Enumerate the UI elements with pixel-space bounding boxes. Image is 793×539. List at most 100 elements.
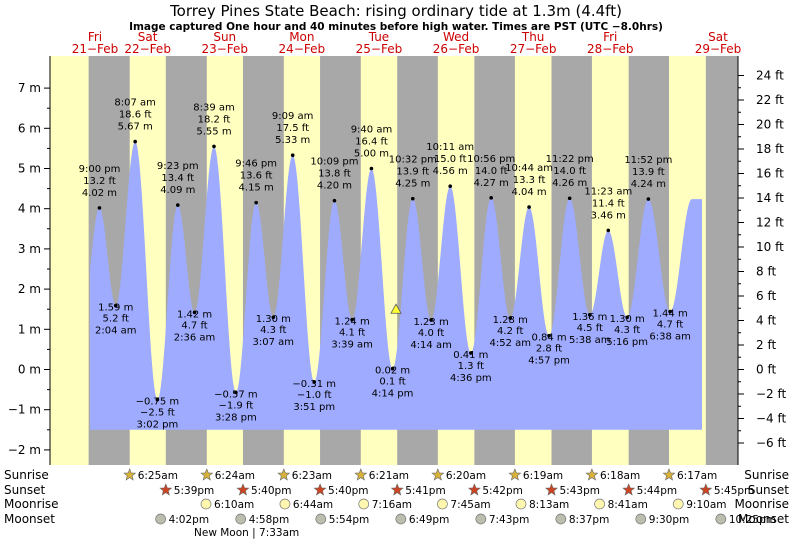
extreme-time: 2:04 am <box>95 326 137 337</box>
right-tick-label: 24 ft <box>756 69 784 83</box>
moonset-icon <box>395 513 407 525</box>
extreme-feet: 17.5 ft <box>276 123 309 134</box>
sunrise-time: 6:25am <box>138 470 178 482</box>
day-name: Mon <box>289 30 314 44</box>
extreme-time: 3:07 am <box>253 337 295 348</box>
moonset-icon <box>235 513 247 525</box>
chart-subtitle: Image captured One hour and 40 minutes b… <box>129 21 663 33</box>
row-label-left: Moonset <box>4 512 55 526</box>
extreme-point <box>350 317 354 322</box>
moonrise-time: 8:13am <box>529 499 569 511</box>
tide-curve <box>90 141 702 430</box>
sunset-time: 5:42pm <box>482 485 522 497</box>
extreme-time: 10:11 am <box>426 142 474 153</box>
extreme-point <box>668 309 672 314</box>
moonrise-time: 9:10am <box>686 499 726 511</box>
extreme-point <box>332 198 337 203</box>
right-tick-label: 12 ft <box>756 216 784 230</box>
sunset-icon <box>545 483 558 496</box>
sunrise-time: 6:18am <box>600 470 640 482</box>
sunset-time: 5:39pm <box>174 485 214 497</box>
row-label-left: Sunset <box>4 483 45 497</box>
extreme-feet: 5.2 ft <box>103 314 129 325</box>
extreme-feet: −1.9 ft <box>219 400 254 411</box>
extreme-time: 4:52 am <box>489 338 531 349</box>
extreme-feet: 13.9 ft <box>632 167 665 178</box>
extreme-metres: −0.31 m <box>292 379 336 390</box>
extreme-time: 5:38 am <box>569 335 611 346</box>
extreme-metres: 0.41 m <box>453 350 488 361</box>
moonset-icon <box>475 513 487 525</box>
moonrise-icon <box>437 498 448 510</box>
extreme-time: 10:32 pm <box>389 155 437 166</box>
extreme-feet: 0.1 ft <box>379 377 405 388</box>
extreme-point <box>369 166 374 171</box>
right-tick-label: 18 ft <box>756 142 784 156</box>
night-band <box>705 56 738 465</box>
left-tick-label: 1 m <box>18 322 41 336</box>
extreme-feet: 4.1 ft <box>339 328 365 339</box>
sunrise-icon <box>662 468 676 481</box>
extreme-feet: 13.3 ft <box>513 175 546 186</box>
sunrise-icon <box>431 468 445 481</box>
extreme-time: 3:51 pm <box>293 402 335 413</box>
extreme-point <box>567 196 572 201</box>
extreme-time: 9:40 am <box>351 125 393 136</box>
extreme-time: 2:36 am <box>174 332 216 343</box>
moonset-time: 4:02pm <box>169 514 209 526</box>
extreme-feet: 11.4 ft <box>592 198 625 209</box>
extreme-metres: 4.26 m <box>552 178 587 189</box>
day-date: 27−Feb <box>510 42 557 56</box>
extreme-metres: 1.23 m <box>414 317 449 328</box>
sunrise-time: 6:23am <box>292 470 332 482</box>
day-date: 22−Feb <box>124 42 171 56</box>
sunset-time: 5:44pm <box>637 485 677 497</box>
day-name: Sat <box>138 30 158 44</box>
extreme-feet: 13.2 ft <box>83 176 116 187</box>
row-label-left: Sunrise <box>4 468 49 482</box>
extreme-time: 5:16 pm <box>606 337 648 348</box>
moonrise-icon <box>515 498 527 510</box>
left-tick-label: 2 m <box>18 282 41 296</box>
day-date: 26−Feb <box>433 42 480 56</box>
sunrise-icon <box>277 468 291 481</box>
extreme-feet: 13.4 ft <box>161 173 194 184</box>
extreme-time: 9:09 am <box>272 111 314 122</box>
extreme-metres: 5.55 m <box>196 126 231 137</box>
left-tick-label: 6 m <box>18 121 41 135</box>
extreme-point <box>489 196 493 200</box>
extreme-point <box>508 316 513 320</box>
extreme-metres: 4.27 m <box>474 178 509 189</box>
extreme-point <box>155 397 160 402</box>
current-level-marker <box>390 303 402 314</box>
extreme-metres: 4.04 m <box>511 187 546 198</box>
moonset-time: 7:43pm <box>489 514 529 526</box>
extreme-feet: 4.2 ft <box>497 326 523 337</box>
extreme-metres: −0.75 m <box>136 397 180 408</box>
sunset-icon <box>467 483 481 496</box>
extreme-point <box>390 366 395 371</box>
extreme-feet: 4.5 ft <box>577 323 603 334</box>
axes: −2 m −1 m 0 m 1 m 2 m 3 m 4 m 5 m 6 m 7 m −6 ft −4 … <box>8 56 787 465</box>
extreme-metres: 4.15 m <box>239 183 274 194</box>
extreme-time: 8:39 am <box>193 102 235 113</box>
extreme-time: 10:09 pm <box>310 157 358 168</box>
day-date: 29−Feb <box>695 42 742 56</box>
extreme-metres: 4.24 m <box>631 179 666 190</box>
right-tick-label: 4 ft <box>756 314 776 328</box>
extreme-metres: −0.57 m <box>214 389 258 400</box>
extreme-metres: 3.46 m <box>591 210 626 221</box>
moonset-icon <box>635 513 647 525</box>
day-date: 23−Feb <box>201 42 248 56</box>
sunrise-icon <box>354 468 368 481</box>
extreme-time: 3:28 pm <box>215 412 257 423</box>
moonrise-time: 7:16am <box>372 499 412 511</box>
extreme-time: 9:23 pm <box>157 161 199 172</box>
moonrise-icon <box>672 498 684 510</box>
right-tick-label: 8 ft <box>756 265 776 279</box>
moonrise-icon <box>594 498 605 510</box>
extreme-metres: 4.09 m <box>160 185 195 196</box>
left-tick-label: 0 m <box>18 363 41 377</box>
